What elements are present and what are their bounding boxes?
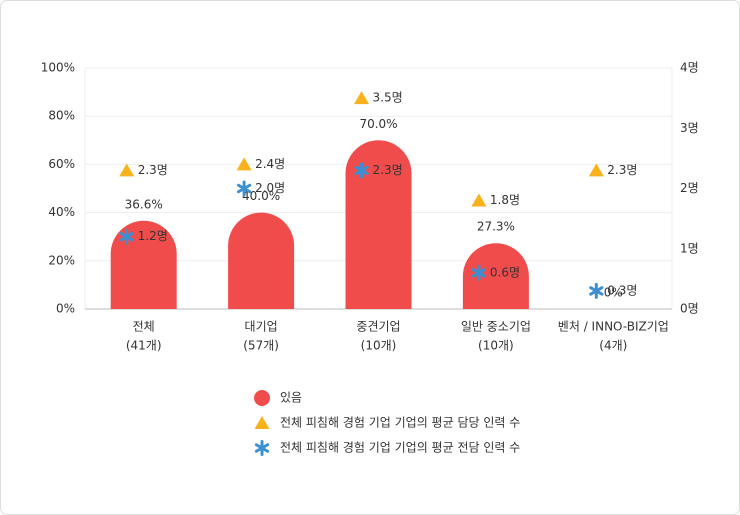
star-marker [589, 282, 604, 299]
star-marker [236, 180, 252, 197]
value-label: 70.0% [359, 117, 397, 131]
triangle-marker [471, 193, 487, 207]
value-label: 0.3명 [607, 283, 637, 297]
value-label: 2.3명 [607, 163, 637, 177]
x-tick-label: 벤처 / INNO-BIZ기업 [558, 320, 669, 334]
legend-swatch [254, 416, 270, 429]
legend-swatch [254, 440, 270, 456]
bar [462, 243, 529, 309]
triangle-marker [354, 91, 369, 105]
x-tick-label: 일반 중소기업 [461, 320, 531, 334]
star-marker [354, 162, 369, 179]
value-label: 2.3명 [138, 163, 168, 177]
triangle-marker [236, 157, 252, 171]
y-tick-label: 20% [48, 253, 75, 267]
y-tick-label: 40% [48, 205, 75, 219]
value-label: 0.6명 [490, 265, 520, 279]
legend-swatch [254, 390, 270, 406]
value-label: 27.3% [477, 220, 515, 234]
x-tick-count: (10개) [478, 339, 514, 353]
value-label: 2.3명 [373, 163, 403, 177]
x-tick-label: 대기업 [245, 320, 278, 334]
y-tick-label: 60% [48, 157, 75, 171]
x-tick-label: 중견기업 [356, 320, 400, 334]
y2-tick-label: 1명 [680, 241, 699, 255]
x-tick-count: (4개) [599, 339, 627, 353]
x-tick-count: (57개) [243, 339, 279, 353]
y-tick-label: 100% [41, 61, 75, 75]
legend-label: 전체 피침해 경험 기업 기업의 평균 담당 인력 수 [280, 416, 520, 430]
legend-label: 전체 피침해 경험 기업 기업의 평균 전담 인력 수 [280, 441, 520, 455]
x-tick-label: 전체 [133, 320, 155, 334]
x-tick-count: (41개) [126, 339, 162, 353]
value-label: 0% [604, 286, 623, 300]
value-label: 1.8명 [490, 193, 520, 207]
y-tick-label: 80% [48, 109, 75, 123]
star-marker [119, 228, 134, 245]
value-label: 3.5명 [373, 91, 403, 105]
value-label: 40.0% [242, 189, 280, 203]
value-label: 2.4명 [255, 157, 285, 171]
y-tick-label: 0% [56, 302, 75, 316]
legend-label: 있음 [280, 391, 302, 405]
star-marker [471, 264, 487, 281]
value-label: 36.6% [125, 197, 163, 211]
triangle-marker [119, 163, 135, 177]
y2-tick-label: 2명 [680, 181, 699, 195]
triangle-marker [588, 163, 604, 177]
bar [345, 140, 412, 309]
x-tick-count: (10개) [361, 339, 397, 353]
y2-tick-label: 3명 [680, 121, 699, 135]
value-label: 1.2명 [138, 229, 168, 243]
y2-tick-label: 0명 [680, 302, 699, 316]
value-label: 2.0명 [255, 181, 285, 195]
bar [228, 212, 295, 309]
y2-tick-label: 4명 [680, 61, 699, 75]
